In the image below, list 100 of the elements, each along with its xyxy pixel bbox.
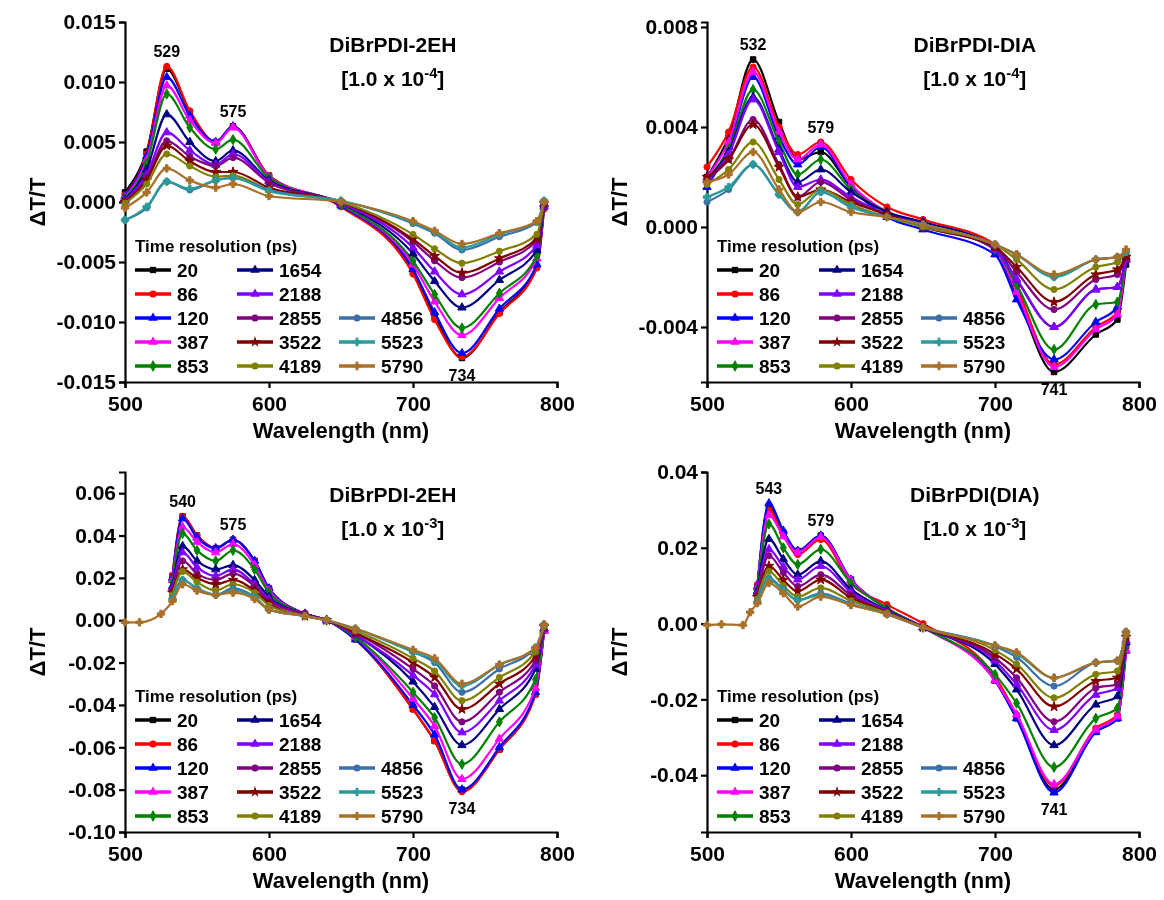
y-tick-label: -0.08 (68, 777, 117, 801)
legend-label: 387 (177, 781, 209, 803)
annotation: 532 (739, 36, 767, 54)
annotation: 741 (1040, 380, 1068, 398)
legend-label: 2188 (861, 283, 904, 305)
x-tick-label: 500 (689, 391, 726, 415)
legend-label: 2855 (861, 757, 904, 779)
x-tick-label: 600 (251, 391, 288, 415)
text: [1.0 x 10$^{-4}$] (923, 65, 1027, 90)
x-axis-title: Wavelength (nm) (252, 418, 430, 443)
text: DiBrPDI-DIA (913, 33, 1037, 56)
legend-label: 387 (177, 331, 209, 353)
y-tick-label: 0.005 (63, 130, 117, 154)
y-tick-label: 0.004 (645, 115, 699, 139)
legend-label: 4189 (279, 355, 322, 377)
y-tick-label: -0.010 (56, 310, 116, 334)
y-tick-label: -0.004 (638, 315, 699, 339)
annotation: 734 (448, 800, 476, 818)
y-tick-label: -0.02 (68, 650, 116, 674)
legend-label: 853 (177, 355, 209, 377)
x-tick-label: 800 (1121, 841, 1158, 865)
y-axis-title: ΔT/T (25, 177, 50, 227)
y-tick-label: -0.02 (650, 687, 698, 711)
legend-label: 4856 (963, 307, 1006, 329)
annotation: 579 (807, 512, 835, 530)
y-tick-label: -0.04 (68, 693, 117, 717)
legend-label: 3522 (861, 781, 904, 803)
text: DiBrPDI(DIA) (910, 483, 1040, 506)
x-tick-label: 800 (539, 391, 576, 415)
legend-label: 2188 (279, 283, 322, 305)
y-tick-label: -0.015 (56, 370, 117, 394)
x-tick-label: 700 (395, 391, 432, 415)
x-tick-label: 700 (977, 841, 1014, 865)
legend-label: 4189 (279, 805, 322, 827)
x-axis-title: Wavelength (nm) (834, 868, 1012, 893)
x-tick-label: 700 (977, 391, 1014, 415)
legend-label: 2855 (279, 757, 322, 779)
legend-label: 5523 (381, 331, 424, 353)
legend-label: 1654 (861, 709, 904, 731)
legend-title: Time resolution (ps) (717, 686, 880, 706)
legend-label: 20 (759, 259, 781, 281)
legend-label: 387 (759, 781, 791, 803)
legend-label: 5523 (381, 781, 424, 803)
legend-label: 120 (177, 307, 209, 329)
legend-label: 5790 (381, 805, 424, 827)
legend-label: 5790 (963, 355, 1006, 377)
legend-label: 2855 (861, 307, 904, 329)
legend-label: 20 (177, 709, 199, 731)
legend-label: 2188 (279, 733, 322, 755)
x-axis-title: Wavelength (nm) (834, 418, 1012, 443)
y-tick-label: -0.005 (56, 250, 117, 274)
x-axis-title: Wavelength (nm) (252, 868, 430, 893)
legend-label: 120 (177, 757, 209, 779)
legend-label: 120 (759, 757, 791, 779)
y-tick-label: 0.000 (63, 190, 116, 214)
legend-label: 20 (759, 709, 781, 731)
y-tick-label: 0.02 (75, 566, 116, 590)
legend-label: 1654 (279, 709, 322, 731)
legend-label: 2188 (861, 733, 904, 755)
legend-label: 5523 (963, 331, 1006, 353)
x-tick-label: 800 (1121, 391, 1158, 415)
x-tick-label: 500 (107, 841, 144, 865)
legend-label: 853 (759, 355, 791, 377)
legend-label: 86 (759, 733, 781, 755)
legend-label: 4189 (861, 805, 904, 827)
text: [1.0 x 10$^{-3}$] (341, 515, 445, 540)
annotation: 543 (755, 480, 783, 498)
y-axis-title: ΔT/T (607, 627, 632, 677)
annotation: 579 (807, 118, 835, 136)
legend-title: Time resolution (ps) (135, 236, 298, 256)
legend-label: 4856 (381, 307, 424, 329)
y-tick-label: -0.06 (68, 735, 116, 759)
y-tick-label: 0.02 (657, 536, 698, 560)
x-tick-label: 800 (539, 841, 576, 865)
legend-label: 86 (177, 733, 199, 755)
x-tick-label: 600 (251, 841, 288, 865)
annotation: 540 (169, 493, 197, 511)
text: [1.0 x 10$^{-4}$] (341, 65, 445, 90)
x-tick-label: 500 (107, 391, 144, 415)
legend-label: 4856 (963, 757, 1006, 779)
legend-label: 5790 (963, 805, 1006, 827)
y-tick-label: 0.00 (75, 608, 116, 632)
y-tick-label: 0.015 (63, 10, 117, 34)
legend-label: 1654 (861, 259, 904, 281)
y-tick-label: -0.04 (650, 763, 699, 787)
legend-label: 86 (177, 283, 199, 305)
x-tick-label: 600 (833, 841, 870, 865)
legend-label: 3522 (279, 781, 322, 803)
legend-title: Time resolution (ps) (135, 686, 298, 706)
legend-label: 5790 (381, 355, 424, 377)
legend-label: 86 (759, 283, 781, 305)
legend-label: 20 (177, 259, 199, 281)
text: DiBrPDI-2EH (329, 483, 457, 506)
annotation: 575 (219, 103, 247, 120)
legend-label: 4189 (861, 355, 904, 377)
legend-label: 1654 (279, 259, 322, 281)
y-tick-label: -0.10 (68, 820, 116, 844)
x-tick-label: 500 (689, 841, 726, 865)
legend-title: Time resolution (ps) (717, 236, 880, 256)
legend-label: 5523 (963, 781, 1006, 803)
